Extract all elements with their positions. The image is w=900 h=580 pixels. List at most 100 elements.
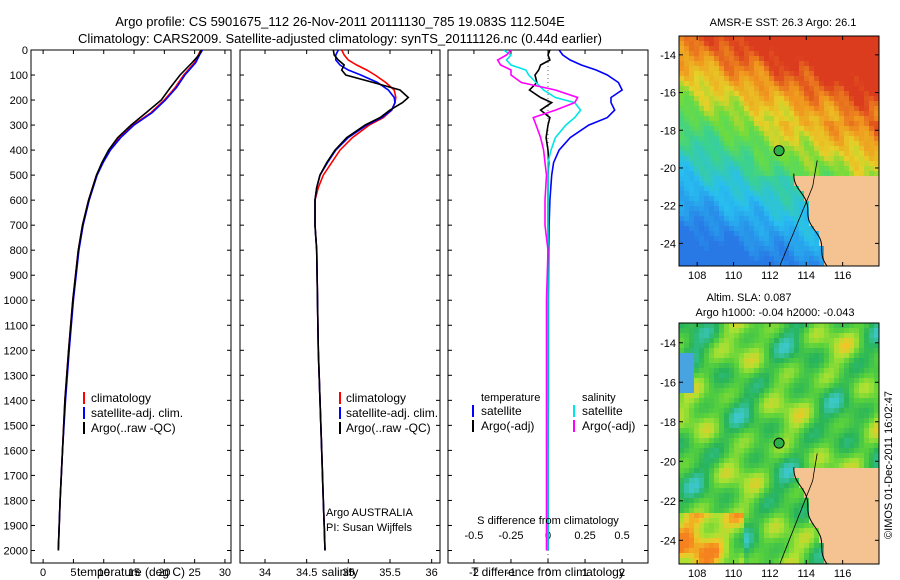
map-cell [799,196,805,202]
x-tick-label: 15 [128,567,140,579]
map-cell [829,378,835,384]
map-cell [874,463,879,469]
map-cell [724,71,730,77]
map-cell [699,151,705,157]
map-cell [774,186,780,192]
map-cell [784,226,790,232]
map-cell [759,538,765,544]
map-cell [734,323,740,329]
map-cell [819,393,825,399]
map-cell [724,41,730,47]
map-cell [844,463,850,469]
map-cell [849,548,855,554]
map-cell [854,478,860,484]
map-cell [794,423,800,429]
map-cell [734,61,740,67]
map-cell [684,146,690,152]
map-cell [819,76,825,82]
map-cell [849,533,855,539]
map-cell [779,106,785,112]
map-cell [829,533,835,539]
map-cell [809,196,815,202]
map-cell [814,66,820,72]
map-cell [874,418,879,424]
map-cell [864,328,870,334]
map-cell [724,156,730,162]
map-cell [809,246,815,252]
map-cell [704,473,710,479]
map-cell [789,211,795,217]
map-cell [869,116,875,122]
map-cell [849,328,855,334]
map-cell [839,368,845,374]
map-cell [814,518,820,524]
map-cell [729,166,735,172]
depth-tick-label: 1300 [4,370,28,382]
map-cell [779,478,785,484]
map-cell [824,468,830,474]
map-cell [859,358,865,364]
map-cell [874,181,879,187]
map-cell [834,101,840,107]
x-tick-label: 35 [342,567,354,579]
map-cell [859,166,865,172]
map-cell [819,333,825,339]
map-cell [779,246,785,252]
map-cell [844,211,850,217]
map-cell [744,533,750,539]
map-cell [739,91,745,97]
map-cell [829,131,835,137]
map-cell [739,388,745,394]
map-cell [689,41,695,47]
map-cell [734,453,740,459]
map-cell [749,353,755,359]
map-cell [864,398,870,404]
map-cell [714,548,720,554]
map-cell [684,328,690,334]
map-cell [749,156,755,162]
map-cell [749,71,755,77]
map-cell [679,166,685,172]
map-cell [859,36,865,42]
map-cell [744,338,750,344]
x-top-tick-label: 0.25 [574,530,595,542]
map-cell [734,186,740,192]
map-cell [819,126,825,132]
map-cell [729,493,735,499]
map-cell [774,383,780,389]
map-cell [779,378,785,384]
map-cell [869,161,875,167]
map-cell [834,388,840,394]
map-cell [824,156,830,162]
map-cell [764,241,770,247]
map-cell [729,353,735,359]
map-cell [799,408,805,414]
map-cell [699,398,705,404]
map-cell [694,343,700,349]
lon-tick-label: 112 [761,568,779,580]
map-cell [829,343,835,349]
map-cell [759,51,765,57]
map-cell [689,236,695,242]
map-cell [764,483,770,489]
map-cell [729,368,735,374]
map-cell [694,216,700,222]
map-cell [734,201,740,207]
map-cell [829,101,835,107]
map-cell [744,66,750,72]
map-cell [714,528,720,534]
map-cell [749,111,755,117]
map-cell [869,141,875,147]
map-cell [839,418,845,424]
map-cell [704,483,710,489]
map-cell [834,378,840,384]
map-cell [864,393,870,399]
map-cell [679,518,685,524]
map-cell [859,81,865,87]
map-cell [839,433,845,439]
map-cell [819,186,825,192]
map-cell [744,353,750,359]
map-cell [819,96,825,102]
map-cell [694,91,700,97]
map-cell [694,473,700,479]
